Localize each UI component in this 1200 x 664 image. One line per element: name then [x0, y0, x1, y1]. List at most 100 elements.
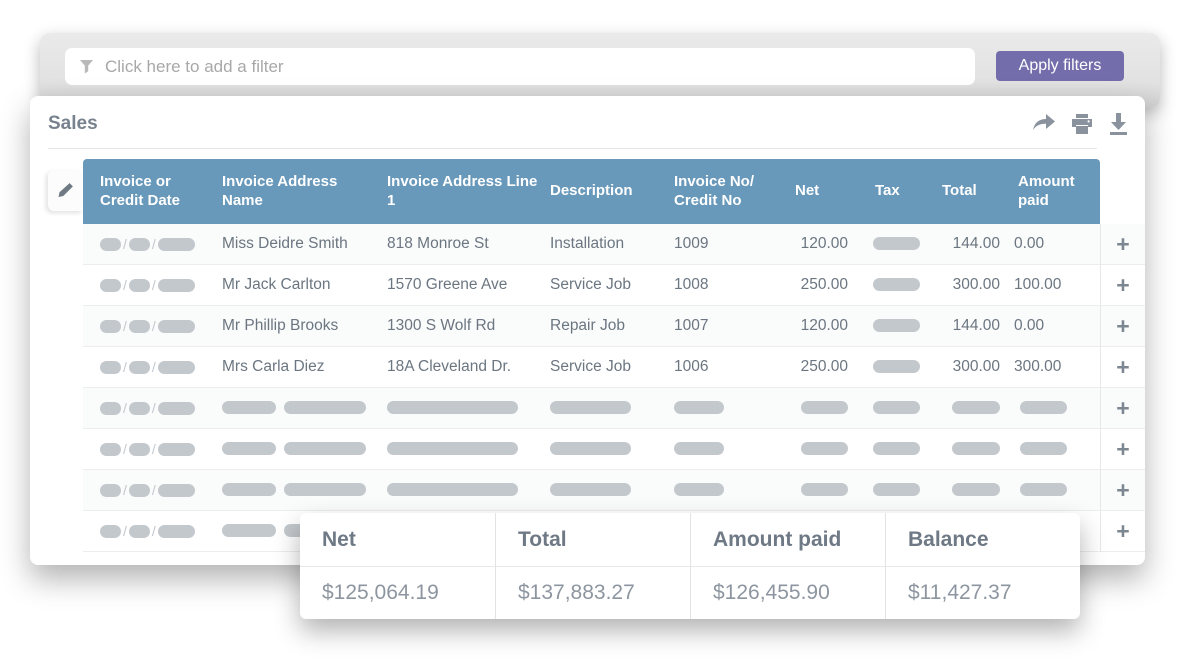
add-row-button[interactable]: +: [1100, 224, 1145, 265]
panel-divider: [48, 148, 1097, 149]
sales-panel: Sales Invoice or Credit Date Invoice Add…: [30, 96, 1145, 565]
cell-tax-redacted: [855, 358, 930, 376]
cell-net: 120.00: [800, 235, 848, 252]
filter-bar: Click here to add a filter Apply filters: [40, 33, 1160, 108]
col-header-invoice-no: Invoice No/ Credit No: [674, 172, 755, 209]
cell-name-redacted: [220, 481, 385, 499]
col-header-invoice-date: Invoice or Credit Date: [100, 172, 181, 209]
cell-invoice-no: 1007: [674, 317, 709, 334]
cell-total: 144.00: [952, 317, 1000, 334]
cell-description: Service Job: [550, 276, 631, 293]
summary-value: $125,064.19: [322, 581, 439, 604]
cell-tax-redacted: [855, 481, 930, 499]
filter-funnel-icon: [79, 59, 94, 74]
cell-description-redacted: [547, 440, 665, 458]
add-row-button[interactable]: +: [1100, 306, 1145, 347]
table-header-row: Invoice or Credit Date Invoice Address N…: [83, 159, 1100, 224]
add-row-button[interactable]: +: [1100, 265, 1145, 306]
cell-address: 1300 S Wolf Rd: [387, 317, 496, 334]
col-header-description: Description: [550, 182, 633, 200]
cell-description: Service Job: [550, 358, 631, 375]
cell-invoice-no: 1009: [674, 235, 709, 252]
table-row-redacted[interactable]: / /: [83, 388, 1100, 429]
cell-name: Mr Jack Carlton: [222, 276, 331, 293]
add-row-button[interactable]: +: [1100, 347, 1145, 388]
table-row-redacted[interactable]: / /: [83, 429, 1100, 470]
cell-invoice-no-redacted: [665, 481, 780, 499]
summary-card: Net $125,064.19 Total $137,883.27 Amount…: [300, 513, 1080, 619]
apply-filters-button[interactable]: Apply filters: [996, 51, 1124, 81]
cell-name: Mr Phillip Brooks: [222, 317, 339, 334]
cell-tax-redacted: [855, 399, 930, 417]
cell-invoice-no: 1006: [674, 358, 709, 375]
col-header-address-line1: Invoice Address Line 1: [387, 172, 538, 209]
add-row-button[interactable]: +: [1100, 470, 1145, 511]
table-row[interactable]: / / Mr Jack Carlton 1570 Greene Ave Servi…: [83, 265, 1100, 306]
cell-amount-paid-redacted: [1008, 481, 1100, 499]
cell-address: 18A Cleveland Dr.: [387, 358, 512, 375]
cell-amount-paid-redacted: [1008, 440, 1100, 458]
cell-date-redacted: / /: [83, 523, 220, 539]
cell-amount-paid-redacted: [1008, 399, 1100, 417]
col-header-tax: Tax: [875, 182, 900, 200]
table-row-redacted[interactable]: / /: [83, 470, 1100, 511]
filter-input-placeholder: Click here to add a filter: [105, 56, 284, 76]
cell-total-redacted: [930, 399, 1008, 417]
summary-net: Net $125,064.19: [300, 513, 495, 619]
add-row-button[interactable]: +: [1100, 388, 1145, 429]
cell-description: Installation: [550, 235, 625, 252]
summary-balance: Balance $11,427.37: [885, 513, 1080, 619]
cell-name-redacted: [220, 440, 385, 458]
table-row[interactable]: / / Miss Deidre Smith 818 Monroe St Insta…: [83, 224, 1100, 265]
cell-description: Repair Job: [550, 317, 625, 334]
col-header-total: Total: [942, 182, 977, 200]
cell-tax-redacted: [855, 440, 930, 458]
col-header-address-name: Invoice Address Name: [222, 172, 338, 209]
cell-date-redacted: / /: [83, 277, 220, 293]
cell-net: 250.00: [800, 276, 848, 293]
summary-total: Total $137,883.27: [495, 513, 690, 619]
summary-label: Total: [496, 513, 690, 567]
cell-address-redacted: [385, 440, 547, 458]
cell-tax-redacted: [855, 276, 930, 294]
table-row[interactable]: / / Mr Phillip Brooks 1300 S Wolf Rd Repa…: [83, 306, 1100, 347]
cell-date-redacted: / /: [83, 400, 220, 416]
col-header-amount-paid: Amount paid: [1018, 172, 1075, 209]
cell-net: 250.00: [800, 358, 848, 375]
share-icon[interactable]: [1033, 114, 1056, 134]
edit-pencil-tab[interactable]: [48, 170, 83, 211]
cell-total-redacted: [930, 481, 1008, 499]
row-actions-column: + + + + + + + +: [1100, 224, 1145, 552]
summary-label: Balance: [886, 513, 1080, 567]
cell-description-redacted: [547, 481, 665, 499]
cell-total: 144.00: [952, 235, 1000, 252]
col-header-net: Net: [795, 182, 820, 200]
cell-name-redacted: [220, 399, 385, 417]
panel-action-icons: [1033, 113, 1129, 135]
cell-tax-redacted: [855, 317, 930, 335]
cell-amount-paid: 300.00: [1014, 358, 1062, 375]
cell-address: 1570 Greene Ave: [387, 276, 508, 293]
download-icon[interactable]: [1108, 113, 1129, 135]
add-row-button[interactable]: +: [1100, 429, 1145, 470]
summary-amount-paid: Amount paid $126,455.90: [690, 513, 885, 619]
cell-address-redacted: [385, 399, 547, 417]
sales-table: Invoice or Credit Date Invoice Address N…: [83, 159, 1100, 552]
cell-total: 300.00: [952, 358, 1000, 375]
cell-date-redacted: / /: [83, 236, 220, 252]
cell-total: 300.00: [952, 276, 1000, 293]
cell-date-redacted: / /: [83, 318, 220, 334]
summary-value: $137,883.27: [518, 581, 635, 604]
table-row[interactable]: / / Mrs Carla Diez 18A Cleveland Dr. Serv…: [83, 347, 1100, 388]
cell-amount-paid: 0.00: [1014, 317, 1045, 334]
filter-input[interactable]: Click here to add a filter: [65, 48, 975, 85]
cell-address-redacted: [385, 481, 547, 499]
cell-date-redacted: / /: [83, 359, 220, 375]
cell-date-redacted: / /: [83, 441, 220, 457]
cell-net-redacted: [780, 481, 855, 499]
add-row-button[interactable]: +: [1100, 511, 1145, 552]
cell-net-redacted: [780, 440, 855, 458]
print-icon[interactable]: [1071, 113, 1093, 135]
cell-total-redacted: [930, 440, 1008, 458]
